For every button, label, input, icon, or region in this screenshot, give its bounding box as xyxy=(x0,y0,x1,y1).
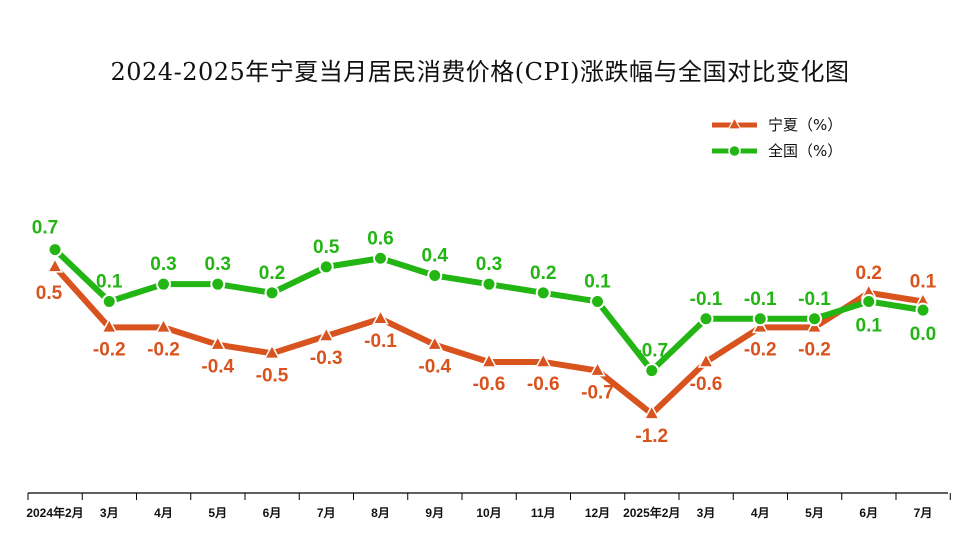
x-tick-label: 4月 xyxy=(751,506,770,520)
data-point xyxy=(915,302,931,318)
data-label: 0.4 xyxy=(422,246,449,267)
data-label: 0.3 xyxy=(150,254,176,275)
legend-marker xyxy=(727,116,742,130)
x-tick-label: 9月 xyxy=(425,506,444,520)
data-point xyxy=(861,293,877,309)
x-tick-label: 7月 xyxy=(317,506,336,520)
data-label: 0.5 xyxy=(36,283,63,304)
data-label: -0.4 xyxy=(418,357,451,378)
chart-title: 2024-2025年宁夏当月居民消费价格(CPI)涨跌幅与全国对比变化图 xyxy=(110,58,850,86)
data-label: -0.2 xyxy=(147,339,180,360)
data-label: 0.0 xyxy=(910,324,936,345)
data-point xyxy=(427,268,443,284)
legend-label: 全国（%） xyxy=(768,142,842,160)
data-label: -0.6 xyxy=(690,374,723,395)
data-label: -0.1 xyxy=(690,289,723,310)
data-point xyxy=(590,293,605,309)
data-label: 0.5 xyxy=(313,237,340,258)
data-point xyxy=(481,276,497,292)
x-tick-label: 2025年2月 xyxy=(623,505,680,520)
x-tick-label: 5月 xyxy=(805,506,824,520)
data-point xyxy=(807,311,822,327)
data-point xyxy=(644,363,660,379)
data-label: 0.6 xyxy=(367,228,393,249)
data-point xyxy=(698,311,714,327)
data-label: -0.4 xyxy=(201,357,234,378)
data-label: 0.2 xyxy=(856,263,882,284)
data-point xyxy=(264,285,280,301)
x-tick-label: 3月 xyxy=(697,506,716,520)
data-label: 0.1 xyxy=(96,271,123,292)
data-label: 0.1 xyxy=(584,271,611,292)
data-label: 0.1 xyxy=(910,271,937,292)
data-point xyxy=(47,242,63,258)
data-label: -0.6 xyxy=(527,374,560,395)
data-point xyxy=(101,293,117,309)
data-point xyxy=(643,404,661,420)
data-label: -0.6 xyxy=(473,374,506,395)
data-label: 0.3 xyxy=(205,254,231,275)
legend-label: 宁夏（%） xyxy=(768,116,842,134)
data-label: 0.2 xyxy=(530,263,556,284)
data-point xyxy=(752,311,768,327)
data-point xyxy=(210,276,226,292)
x-tick-label: 6月 xyxy=(263,506,282,520)
x-tick-label: 7月 xyxy=(914,506,933,520)
x-tick-label: 10月 xyxy=(476,506,501,520)
data-label: 0.7 xyxy=(32,218,58,239)
data-point xyxy=(589,361,606,377)
data-point xyxy=(156,276,171,292)
data-point xyxy=(318,259,334,275)
data-point xyxy=(697,352,715,368)
data-label: -0.5 xyxy=(256,365,289,386)
data-point xyxy=(317,326,335,342)
x-tick-label: 2024年2月 xyxy=(26,505,83,520)
data-point xyxy=(46,257,64,273)
data-label: -0.1 xyxy=(364,331,397,352)
x-tick-label: 12月 xyxy=(585,506,610,520)
x-tick-label: 3月 xyxy=(100,506,119,520)
data-point xyxy=(155,317,172,334)
data-point xyxy=(373,250,388,266)
data-point xyxy=(426,335,444,351)
data-label: 0.3 xyxy=(476,254,502,275)
data-label: -0.3 xyxy=(310,348,343,369)
data-label: -0.7 xyxy=(635,341,668,362)
data-label: -0.2 xyxy=(93,339,126,360)
data-label: -0.1 xyxy=(744,289,777,310)
data-label: 0.1 xyxy=(856,315,883,336)
data-label: -0.1 xyxy=(798,289,831,310)
data-point xyxy=(534,352,552,368)
data-label: -0.2 xyxy=(798,339,831,360)
data-label: -1.2 xyxy=(635,426,668,447)
legend-marker xyxy=(728,144,741,158)
x-tick-label: 8月 xyxy=(371,506,390,520)
data-label: 0.2 xyxy=(259,263,285,284)
data-point xyxy=(535,285,551,301)
data-point xyxy=(263,343,281,360)
data-label: -0.2 xyxy=(744,339,777,360)
data-label: -0.7 xyxy=(581,383,614,404)
data-point xyxy=(209,335,227,351)
x-tick-label: 6月 xyxy=(859,506,878,520)
data-point xyxy=(480,352,498,368)
x-tick-label: 5月 xyxy=(208,506,227,520)
x-tick-label: 4月 xyxy=(154,506,173,520)
data-point xyxy=(372,309,389,325)
x-tick-label: 11月 xyxy=(531,506,556,520)
data-point xyxy=(100,317,118,334)
